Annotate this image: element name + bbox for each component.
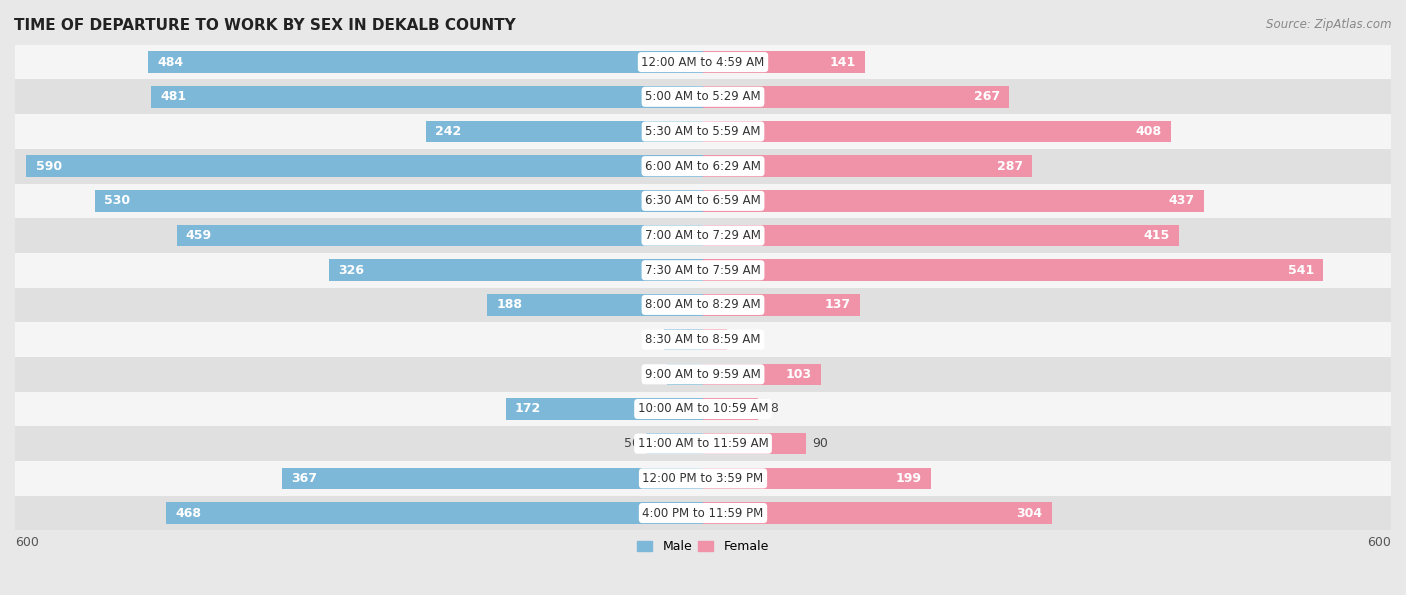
- Text: 34: 34: [643, 333, 658, 346]
- Bar: [703, 121, 1171, 142]
- Text: 590: 590: [35, 159, 62, 173]
- Text: 90: 90: [811, 437, 828, 450]
- Text: 21: 21: [733, 333, 748, 346]
- Text: 9:00 AM to 9:59 AM: 9:00 AM to 9:59 AM: [645, 368, 761, 381]
- Bar: [703, 259, 1323, 281]
- Bar: [703, 468, 931, 489]
- Text: 12:00 PM to 3:59 PM: 12:00 PM to 3:59 PM: [643, 472, 763, 485]
- Bar: [703, 398, 758, 419]
- Bar: [152, 86, 703, 108]
- Bar: [703, 433, 806, 455]
- Bar: [645, 433, 703, 455]
- Text: 530: 530: [104, 195, 131, 207]
- Bar: [27, 155, 703, 177]
- Text: 6:00 AM to 6:29 AM: 6:00 AM to 6:29 AM: [645, 159, 761, 173]
- Text: 10:00 AM to 10:59 AM: 10:00 AM to 10:59 AM: [638, 402, 768, 415]
- Text: 8:00 AM to 8:29 AM: 8:00 AM to 8:29 AM: [645, 299, 761, 311]
- Text: 172: 172: [515, 402, 541, 415]
- Bar: [426, 121, 703, 142]
- Bar: [148, 51, 703, 73]
- Bar: [166, 502, 703, 524]
- Bar: [703, 190, 1204, 212]
- FancyBboxPatch shape: [15, 218, 1391, 253]
- Text: 287: 287: [997, 159, 1024, 173]
- Text: 188: 188: [496, 299, 523, 311]
- FancyBboxPatch shape: [15, 149, 1391, 183]
- Text: 7:00 AM to 7:29 AM: 7:00 AM to 7:29 AM: [645, 229, 761, 242]
- Text: 541: 541: [1288, 264, 1315, 277]
- Bar: [703, 294, 860, 316]
- FancyBboxPatch shape: [15, 253, 1391, 287]
- FancyBboxPatch shape: [15, 114, 1391, 149]
- Bar: [329, 259, 703, 281]
- FancyBboxPatch shape: [15, 496, 1391, 530]
- Text: Source: ZipAtlas.com: Source: ZipAtlas.com: [1267, 18, 1392, 31]
- Bar: [664, 329, 703, 350]
- Bar: [703, 225, 1178, 246]
- Text: 304: 304: [1017, 506, 1042, 519]
- Text: 11:00 AM to 11:59 AM: 11:00 AM to 11:59 AM: [638, 437, 768, 450]
- FancyBboxPatch shape: [15, 461, 1391, 496]
- FancyBboxPatch shape: [15, 45, 1391, 80]
- Text: 468: 468: [176, 506, 201, 519]
- FancyBboxPatch shape: [15, 357, 1391, 392]
- Bar: [703, 155, 1032, 177]
- Text: 437: 437: [1168, 195, 1195, 207]
- Text: 12:00 AM to 4:59 AM: 12:00 AM to 4:59 AM: [641, 55, 765, 68]
- Bar: [96, 190, 703, 212]
- Text: 199: 199: [896, 472, 922, 485]
- Bar: [283, 468, 703, 489]
- FancyBboxPatch shape: [15, 183, 1391, 218]
- Text: 4:00 PM to 11:59 PM: 4:00 PM to 11:59 PM: [643, 506, 763, 519]
- Bar: [668, 364, 703, 385]
- Text: 415: 415: [1143, 229, 1170, 242]
- Bar: [703, 329, 727, 350]
- Text: 481: 481: [160, 90, 187, 104]
- Text: 267: 267: [974, 90, 1000, 104]
- Text: 50: 50: [624, 437, 640, 450]
- Text: 31: 31: [645, 368, 662, 381]
- Bar: [703, 502, 1052, 524]
- Text: 141: 141: [830, 55, 855, 68]
- Bar: [703, 86, 1010, 108]
- Text: 326: 326: [339, 264, 364, 277]
- Text: 7:30 AM to 7:59 AM: 7:30 AM to 7:59 AM: [645, 264, 761, 277]
- FancyBboxPatch shape: [15, 392, 1391, 426]
- Text: 5:30 AM to 5:59 AM: 5:30 AM to 5:59 AM: [645, 125, 761, 138]
- Bar: [506, 398, 703, 419]
- FancyBboxPatch shape: [15, 426, 1391, 461]
- Text: 242: 242: [434, 125, 461, 138]
- Legend: Male, Female: Male, Female: [633, 535, 773, 558]
- Text: 484: 484: [157, 55, 183, 68]
- Text: 408: 408: [1136, 125, 1161, 138]
- Text: 600: 600: [1367, 536, 1391, 549]
- Text: 600: 600: [15, 536, 39, 549]
- FancyBboxPatch shape: [15, 80, 1391, 114]
- FancyBboxPatch shape: [15, 322, 1391, 357]
- Bar: [703, 364, 821, 385]
- Bar: [177, 225, 703, 246]
- FancyBboxPatch shape: [15, 287, 1391, 322]
- Text: 459: 459: [186, 229, 212, 242]
- Text: 48: 48: [763, 402, 780, 415]
- Text: 137: 137: [825, 299, 851, 311]
- Text: 8:30 AM to 8:59 AM: 8:30 AM to 8:59 AM: [645, 333, 761, 346]
- Bar: [703, 51, 865, 73]
- Text: 5:00 AM to 5:29 AM: 5:00 AM to 5:29 AM: [645, 90, 761, 104]
- Text: 103: 103: [786, 368, 811, 381]
- Text: 367: 367: [291, 472, 318, 485]
- Bar: [488, 294, 703, 316]
- Text: 6:30 AM to 6:59 AM: 6:30 AM to 6:59 AM: [645, 195, 761, 207]
- Text: TIME OF DEPARTURE TO WORK BY SEX IN DEKALB COUNTY: TIME OF DEPARTURE TO WORK BY SEX IN DEKA…: [14, 18, 516, 33]
